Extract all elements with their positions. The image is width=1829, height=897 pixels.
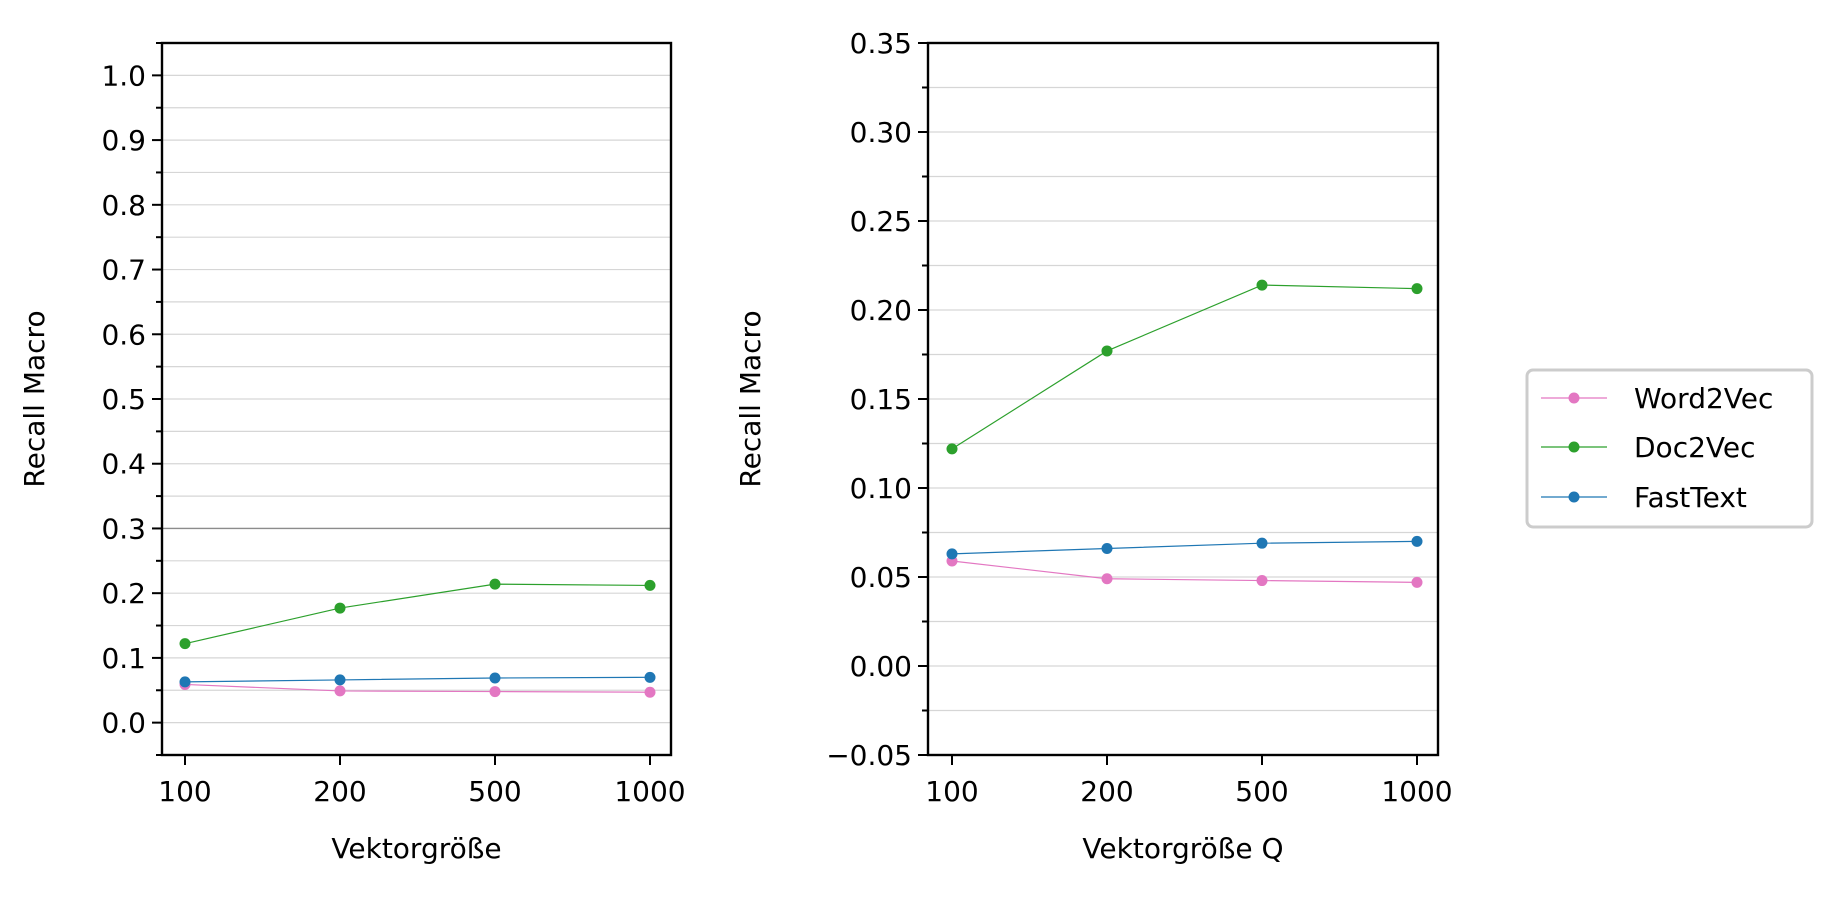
data-point-doc2vec [489, 578, 501, 590]
legend-entry-fasttext: FastText [1541, 481, 1747, 514]
y-tick-label: 0.35 [850, 27, 912, 60]
data-point-doc2vec [644, 579, 656, 591]
y-tick-label: 0.5 [101, 383, 146, 416]
y-axis-label: Recall Macro [734, 310, 767, 487]
x-tick-label: 200 [1080, 775, 1133, 808]
plot-frame [160, 41, 673, 757]
x-tick-label: 100 [925, 775, 978, 808]
x-tick-label: 100 [158, 775, 211, 808]
y-tick-label: 0.25 [850, 205, 912, 238]
data-point-doc2vec [179, 638, 191, 650]
y-tick-label: 0.8 [101, 189, 146, 222]
y-tick-label: 0.6 [101, 318, 146, 351]
legend-frame [1525, 368, 1814, 529]
series-line-doc2vec [951, 284, 1418, 450]
y-tick-label: 0.9 [101, 124, 146, 157]
legend-marker-doc2vec [1568, 441, 1580, 453]
y-tick-label: 0.30 [850, 116, 912, 149]
data-point-word2vec [1411, 576, 1423, 588]
x-tick-label: 200 [313, 775, 366, 808]
y-tick-label: 0.4 [101, 448, 146, 481]
series-word2vec [179, 678, 656, 698]
series-line-doc2vec [184, 583, 651, 645]
data-point-fasttext [489, 672, 501, 684]
series-fasttext [946, 535, 1423, 560]
y-tick-label: 0.15 [850, 383, 912, 416]
legend-label-doc2vec: Doc2Vec [1634, 431, 1756, 464]
legend-label-word2vec: Word2Vec [1634, 382, 1773, 415]
legend-entry-word2vec: Word2Vec [1541, 382, 1773, 415]
data-point-fasttext [1411, 535, 1423, 547]
y-tick-label: 0.7 [101, 254, 146, 287]
data-point-fasttext [179, 676, 191, 688]
series-doc2vec [946, 279, 1423, 455]
legend-entry-doc2vec: Doc2Vec [1541, 431, 1756, 464]
series-line-word2vec [184, 683, 651, 693]
legend-marker-fasttext [1568, 491, 1580, 503]
data-point-word2vec [489, 686, 501, 698]
x-tick-label: 1000 [614, 775, 685, 808]
y-tick-label: 0.2 [101, 577, 146, 610]
y-tick-label: 0.3 [101, 512, 146, 545]
plot-frame [926, 41, 1440, 757]
data-point-word2vec [644, 686, 656, 698]
y-tick-label: −0.05 [826, 739, 912, 772]
x-tick-label: 500 [1235, 775, 1288, 808]
data-point-doc2vec [334, 602, 346, 614]
x-axis-label: Vektorgröße [331, 832, 501, 865]
left-chart: 0.0 0.1 0.2 0.3 0.4 0.5 0.6 0.7 0.8 0.9 1.0 100 200 5… [18, 41, 686, 865]
y-tick-label: 0.10 [850, 472, 912, 505]
y-tick-label: 0.0 [101, 707, 146, 740]
data-point-fasttext [1256, 537, 1268, 549]
data-point-doc2vec [1411, 283, 1423, 295]
legend: Word2Vec Doc2Vec FastText [1525, 368, 1814, 529]
data-point-fasttext [946, 548, 958, 560]
series-line-fasttext [184, 676, 651, 683]
data-point-doc2vec [946, 443, 958, 455]
legend-marker-word2vec [1568, 392, 1580, 404]
data-point-word2vec [1101, 573, 1113, 585]
data-point-fasttext [644, 671, 656, 683]
series-line-fasttext [951, 540, 1418, 555]
data-point-doc2vec [1101, 345, 1113, 357]
y-axis-label: Recall Macro [18, 310, 51, 487]
y-tick-label: 0.05 [850, 561, 912, 594]
legend-label-fasttext: FastText [1634, 481, 1747, 514]
data-point-fasttext [334, 674, 346, 686]
series-doc2vec [179, 578, 656, 650]
right-chart: −0.05 0.00 0.05 0.10 0.15 0.20 0.25 0.30 0.35 100… [734, 27, 1453, 865]
series-fasttext [179, 671, 656, 688]
data-point-doc2vec [1256, 279, 1268, 291]
x-tick-label: 1000 [1381, 775, 1452, 808]
y-tick-label: 0.20 [850, 294, 912, 327]
data-point-fasttext [1101, 543, 1113, 555]
y-tick-label: 0.1 [101, 642, 146, 675]
x-axis-label: Vektorgröße Q [1082, 832, 1283, 865]
y-tick-label: 1.0 [101, 59, 146, 92]
x-tick-label: 500 [468, 775, 521, 808]
data-point-word2vec [334, 685, 346, 697]
series-word2vec [946, 555, 1423, 588]
series-line-word2vec [951, 560, 1418, 583]
data-point-word2vec [1256, 575, 1268, 587]
y-tick-label: 0.00 [850, 650, 912, 683]
